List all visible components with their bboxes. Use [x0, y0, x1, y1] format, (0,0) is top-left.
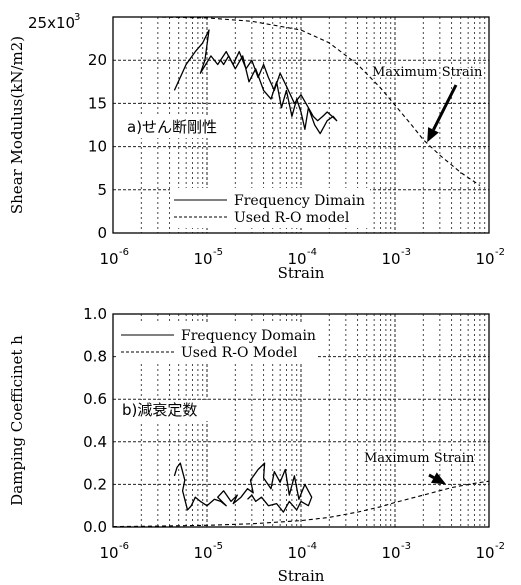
annotation-arrow-shaft — [432, 84, 458, 131]
y-tick-label: 1.0 — [83, 305, 107, 323]
y-tick-label: 15 — [88, 94, 107, 112]
y-tick-label: 0 — [97, 224, 107, 242]
x-tick-exponent: -2 — [495, 541, 505, 552]
x-tick-exponent: -6 — [119, 541, 129, 552]
x-tick-exponent: -5 — [213, 541, 223, 552]
x-tick-label: 10 — [475, 544, 494, 562]
series-line-frequency-domain — [173, 29, 338, 135]
series-line-frequency-domain — [173, 462, 313, 513]
y-tick-label: 5 — [97, 181, 107, 199]
x-tick-exponent: -2 — [495, 247, 505, 258]
panel-label: a)せん断剛性 — [127, 118, 217, 136]
legend-label: Frequency Dimain — [234, 193, 365, 209]
y-tick-label: 0.8 — [83, 348, 107, 366]
x-axis-label: Strain — [278, 567, 325, 585]
legend-label: Frequency Domain — [181, 328, 316, 344]
x-tick-label: 10 — [99, 544, 118, 562]
panel-label-background — [124, 117, 224, 138]
y-tick-label: 0.4 — [83, 433, 107, 451]
series-line-ro-model — [112, 480, 490, 528]
x-tick-label: 10 — [381, 544, 400, 562]
x-tick-label: 10 — [287, 544, 306, 562]
x-tick-exponent: -4 — [307, 247, 317, 258]
annotation-arrow-shaft — [428, 473, 435, 479]
plot-frame — [112, 16, 490, 234]
y-axis-label: Damping Coefficinet h — [8, 335, 26, 506]
x-tick-exponent: -3 — [401, 247, 411, 258]
legend-background — [170, 188, 370, 228]
x-tick-label: 10 — [193, 250, 212, 268]
annotation-text: Maximum Strain — [372, 65, 483, 80]
annotation-arrow-head — [430, 472, 447, 485]
y-tick-label: 0.2 — [83, 475, 107, 493]
legend-label: Used R-O Model — [181, 345, 298, 361]
y-multiplier-exponent: 3 — [74, 12, 80, 23]
panel-label: b)減衰定数 — [122, 401, 197, 419]
y-tick-label: 10 — [88, 138, 107, 156]
y-tick-label: 0.6 — [83, 390, 107, 408]
x-tick-label: 10 — [99, 250, 118, 268]
x-tick-label: 10 — [193, 544, 212, 562]
x-tick-exponent: -6 — [119, 247, 129, 258]
annotation-text: Maximum Strain — [364, 451, 475, 466]
legend-label: Used R-O model — [234, 210, 350, 226]
y-multiplier-label: 25x10 — [28, 14, 75, 32]
plot-frame — [112, 313, 490, 528]
x-tick-label: 10 — [381, 250, 400, 268]
x-tick-exponent: -3 — [401, 541, 411, 552]
y-tick-label: 20 — [88, 51, 107, 69]
annotation-arrow-head — [427, 127, 439, 143]
y-axis-label: Shear Modulus(kN/m2) — [8, 36, 26, 214]
series-line-ro-model — [113, 16, 481, 186]
x-tick-label: 10 — [287, 250, 306, 268]
x-tick-exponent: -4 — [307, 541, 317, 552]
legend-background — [117, 323, 317, 363]
x-tick-exponent: -5 — [213, 247, 223, 258]
y-tick-label: 0.0 — [83, 518, 107, 536]
x-axis-label: Strain — [278, 264, 325, 282]
x-tick-label: 10 — [475, 250, 494, 268]
panel-label-background — [119, 400, 219, 421]
chart-panel-damping: 0.00.20.40.60.81.010 -6 10 -5 10 -4 10 -3 10 -2St… — [8, 305, 505, 585]
